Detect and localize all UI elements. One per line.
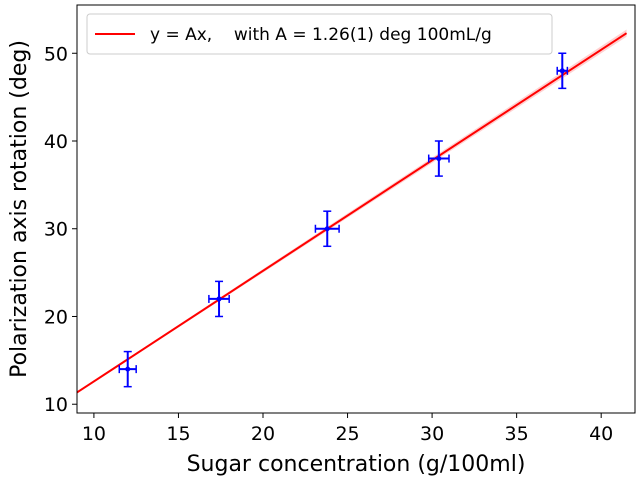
- data-point-group: [208, 280, 230, 318]
- y-tick-label: 10: [44, 394, 68, 416]
- x-tick-label: 15: [166, 423, 190, 445]
- data-point: [125, 366, 131, 372]
- x-tick-label: 20: [251, 423, 275, 445]
- fit-line: [77, 32, 628, 394]
- legend-box: [86, 13, 553, 55]
- plot-frame: [76, 4, 636, 414]
- x-axis-ticks: 10 15 20 25 30 35 40: [82, 413, 613, 445]
- data-point: [216, 296, 222, 302]
- legend-fit-label: y = Ax, with A = 1.26(1) deg 100mL/g: [150, 25, 492, 45]
- data-point-group: [314, 210, 340, 248]
- y-tick-label: 40: [44, 131, 68, 153]
- x-tick-label: 30: [420, 423, 444, 445]
- fit-line-layer: [77, 32, 628, 394]
- y-tick-label: 50: [44, 43, 68, 65]
- data-point-group: [427, 140, 450, 177]
- data-points-layer: [118, 52, 569, 388]
- x-tick-label: 10: [82, 423, 106, 445]
- y-tick-label: 20: [44, 306, 68, 328]
- data-point-group: [118, 350, 137, 388]
- data-point-group: [556, 52, 569, 90]
- data-point: [324, 226, 330, 232]
- data-point: [559, 68, 565, 74]
- x-axis-label: Sugar concentration (g/100ml): [187, 452, 526, 477]
- y-axis-ticks: 10 20 30 40 50: [44, 43, 77, 416]
- y-axis-label: Polarization axis rotation (deg): [7, 40, 32, 378]
- x-tick-label: 35: [505, 423, 529, 445]
- legend: y = Ax, with A = 1.26(1) deg 100mL/g: [86, 13, 553, 55]
- x-tick-label: 25: [335, 423, 359, 445]
- data-point: [436, 156, 442, 162]
- y-tick-label: 30: [44, 219, 68, 241]
- x-tick-label: 40: [589, 423, 613, 445]
